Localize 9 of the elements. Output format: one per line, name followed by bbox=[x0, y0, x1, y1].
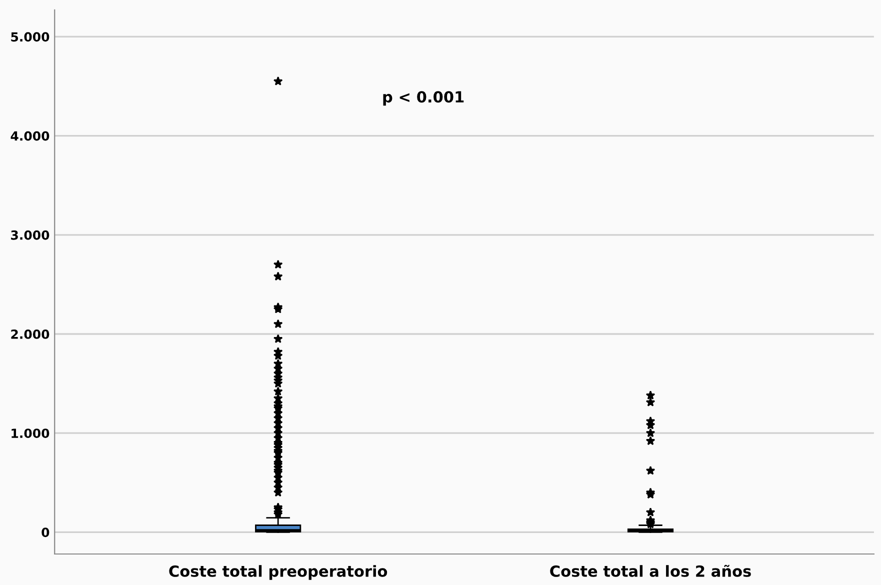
y-tick-label: 3.000 bbox=[11, 230, 50, 240]
y-tick-label: 2.000 bbox=[11, 329, 50, 339]
y-tick-label: 5.000 bbox=[11, 32, 50, 42]
x-tick-label: Coste total preoperatorio bbox=[169, 565, 388, 580]
y-tick-label: 1.000 bbox=[12, 428, 50, 438]
y-tick-label: 4.000 bbox=[10, 131, 50, 141]
y-tick-label: 0 bbox=[42, 528, 50, 538]
annotation: p < 0.001 bbox=[383, 91, 464, 106]
x-tick-label: Coste total a los 2 años bbox=[550, 564, 751, 577]
